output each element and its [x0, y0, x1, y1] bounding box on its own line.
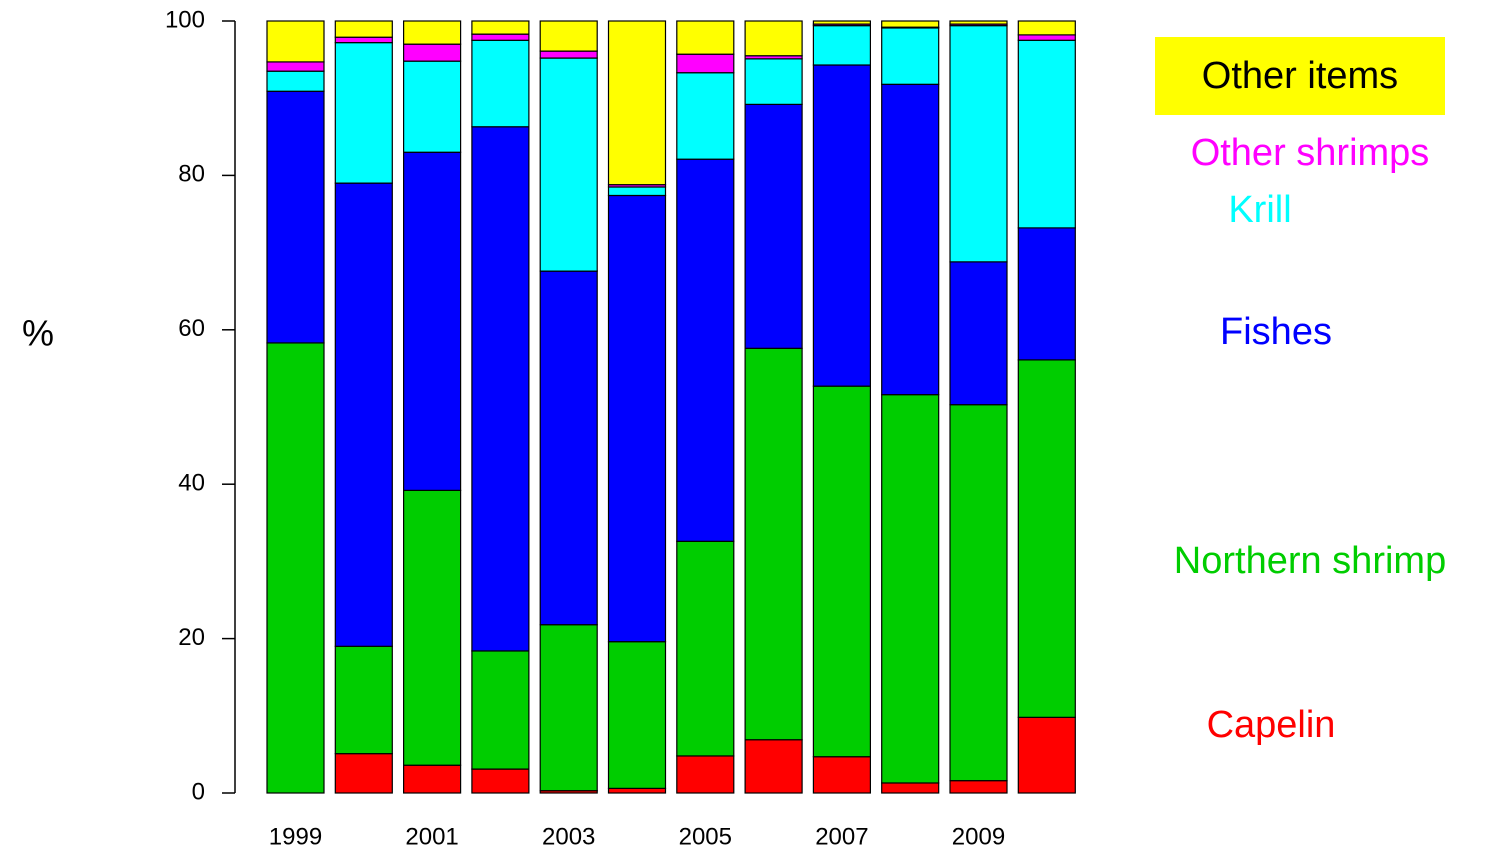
bar-segment: [1017, 20, 1076, 36]
bar-segment: [881, 20, 940, 28]
bar-segment: [539, 20, 598, 52]
bar-segment: [607, 194, 667, 643]
bar-segment: [949, 25, 1008, 263]
y-tick-label: 60: [178, 315, 205, 342]
legend-label: Fishes: [1220, 311, 1332, 353]
bar-segment: [607, 20, 667, 186]
bar-segment: [471, 39, 530, 128]
bar-segment: [744, 347, 803, 741]
bar-segment: [266, 90, 325, 344]
bar-segment: [812, 20, 872, 25]
bar-segment: [539, 270, 598, 626]
bar-segment: [1017, 227, 1076, 361]
legend-box: [1155, 37, 1445, 115]
bar-segment: [1017, 34, 1076, 41]
bar-segment: [949, 404, 1008, 782]
bar-segment: [403, 60, 462, 153]
bar-segment: [403, 151, 462, 491]
x-tick-label: 2005: [679, 823, 732, 850]
bar-segment: [676, 53, 735, 74]
bar-segment: [403, 43, 462, 62]
x-tick-label: 2001: [405, 823, 458, 850]
bar-segment: [676, 20, 735, 55]
bar-segment: [881, 27, 940, 85]
legend-label: Other items: [1202, 55, 1398, 97]
bar-segment: [403, 489, 462, 766]
bar-segment: [266, 20, 325, 63]
y-tick-label: 80: [178, 161, 205, 188]
bar-segment: [881, 83, 940, 396]
bar-segment: [812, 385, 872, 758]
bar-segment: [539, 57, 598, 272]
bar-segment: [744, 20, 803, 57]
legend-label: Capelin: [1207, 704, 1336, 746]
bar-segment: [812, 25, 872, 66]
bar-segment: [676, 72, 735, 160]
y-tick-label: 40: [178, 470, 205, 497]
legend-label: Northern shrimp: [1174, 540, 1446, 582]
bar-segment: [744, 58, 803, 105]
bar-segment: [403, 764, 462, 794]
bar-segment: [949, 20, 1008, 25]
bar-segment: [676, 540, 735, 757]
y-tick-label: 100: [165, 6, 205, 33]
bar-segment: [812, 64, 872, 387]
bar-segment: [266, 70, 325, 92]
legend-label: Other shrimps: [1191, 132, 1430, 174]
bar-segment: [881, 782, 940, 794]
bar-segment: [334, 42, 393, 184]
bar-segment: [471, 33, 530, 41]
bar-segment: [471, 650, 530, 770]
bar-segment: [471, 768, 530, 794]
y-axis-label: %: [22, 313, 54, 354]
bar-segment: [334, 36, 393, 44]
bar-segment: [1017, 39, 1076, 229]
bar-segment: [1017, 359, 1076, 718]
bar-segment: [471, 126, 530, 652]
bar-segment: [334, 182, 393, 647]
bar-segment: [812, 756, 872, 794]
x-tick-label: 2003: [542, 823, 595, 850]
bar-segment: [1017, 716, 1076, 794]
bar-segment: [607, 641, 667, 789]
x-tick-label: 2009: [952, 823, 1005, 850]
bar-segment: [949, 780, 1008, 794]
bar-segment: [334, 20, 393, 38]
bar-segment: [334, 753, 393, 794]
bar-segment: [607, 787, 667, 794]
bar-segment: [607, 186, 667, 197]
bar-segment: [949, 261, 1008, 406]
bar-segment: [676, 158, 735, 542]
bar-segment: [334, 645, 393, 755]
y-tick-label: 0: [192, 778, 205, 805]
y-tick-label: 20: [178, 624, 205, 651]
bar-segment: [744, 103, 803, 349]
bar-segment: [403, 20, 462, 45]
bar-segment: [676, 755, 735, 794]
bar-segment: [539, 50, 598, 59]
x-tick-label: 1999: [269, 823, 322, 850]
x-tick-label: 2007: [815, 823, 868, 850]
bar-segment: [266, 61, 325, 72]
bar-segment: [471, 20, 530, 35]
bar-segment: [266, 342, 325, 794]
legend-label: Krill: [1228, 189, 1291, 231]
bar-segment: [539, 624, 598, 792]
bar-segment: [744, 739, 803, 794]
bar-segment: [881, 394, 940, 784]
